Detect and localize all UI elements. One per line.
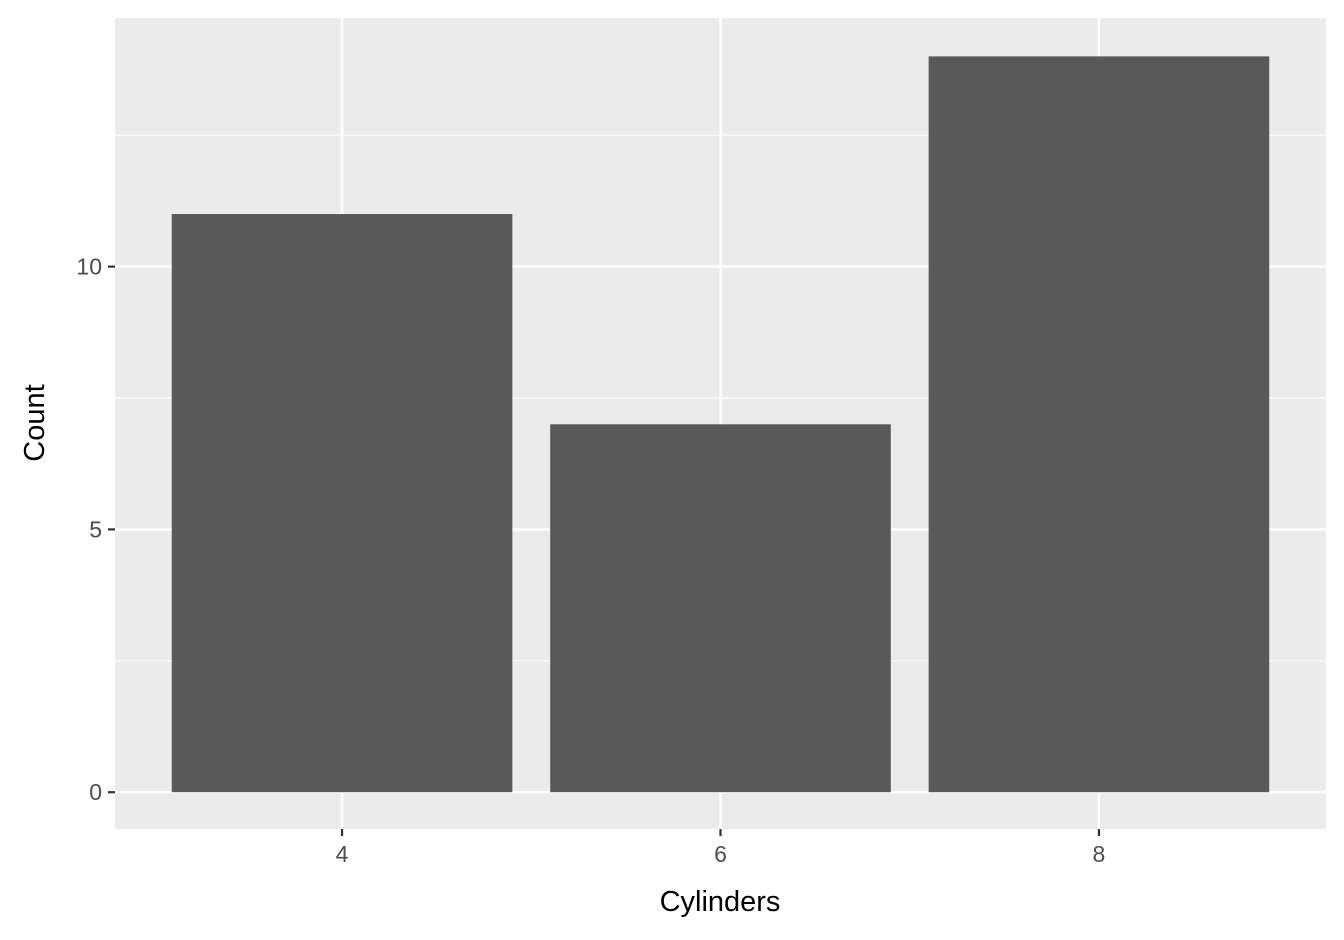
x-tick-label: 8 (1093, 841, 1106, 867)
x-axis-title: Cylinders (660, 886, 781, 918)
bar-4 (171, 214, 513, 793)
axes: 0 5 10 4 6 8 (76, 254, 1105, 867)
bar-6 (550, 424, 891, 793)
y-tick-label: 5 (89, 516, 102, 542)
y-tick-label: 0 (89, 779, 102, 805)
y-axis-title: Count (19, 384, 51, 461)
y-tick-label: 10 (76, 254, 102, 280)
x-tick-label: 6 (714, 841, 727, 867)
bar-8 (928, 56, 1270, 793)
x-tick-label: 4 (336, 841, 349, 867)
bars (171, 56, 1270, 793)
